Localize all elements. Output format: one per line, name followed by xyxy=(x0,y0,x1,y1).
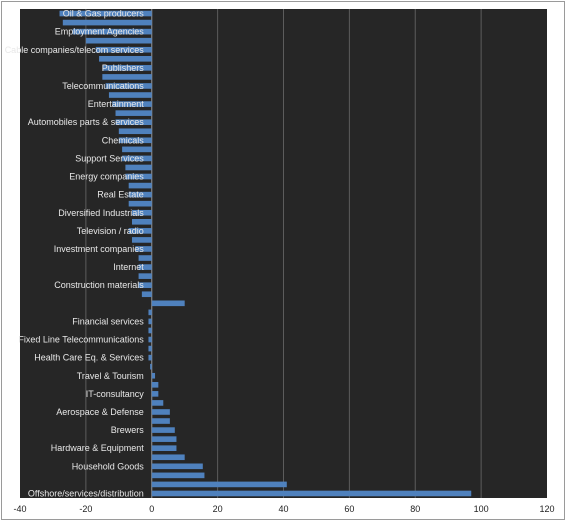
bar xyxy=(148,309,152,316)
category-label: Offshore/services/distribution xyxy=(28,488,144,498)
category-label: Financial services xyxy=(72,316,144,326)
category-label: Real Estate xyxy=(97,190,144,200)
bar xyxy=(151,300,185,307)
bar xyxy=(122,155,152,162)
category-label: Travel & Tourism xyxy=(77,371,144,381)
bar xyxy=(151,445,177,452)
gridlines xyxy=(85,9,482,498)
bar xyxy=(150,363,152,370)
bar xyxy=(128,191,152,198)
bar xyxy=(138,264,152,270)
bar xyxy=(138,282,152,289)
bar xyxy=(151,427,175,433)
x-tick-label: -20 xyxy=(79,504,92,514)
x-tick-label: -40 xyxy=(13,504,26,514)
bar xyxy=(131,209,152,216)
bar xyxy=(72,28,152,35)
category-label: Brewers xyxy=(111,425,145,435)
category-label: Television / radio xyxy=(77,226,144,236)
category-labels: Oil & Gas producers Employment Agencies Ca… xyxy=(5,9,145,499)
bar xyxy=(128,182,152,189)
category-label: Investment companies xyxy=(54,244,145,254)
category-label: Employment Agencies xyxy=(55,27,145,37)
category-label: Diversified Industrials xyxy=(58,208,144,218)
bar xyxy=(138,273,152,279)
x-tick-label: 20 xyxy=(213,504,223,514)
bar xyxy=(125,173,152,180)
bar xyxy=(151,381,159,388)
category-label: Construction materials xyxy=(54,280,144,290)
category-label: Household Goods xyxy=(72,461,145,471)
bar xyxy=(102,65,152,71)
bar xyxy=(131,218,152,225)
bar xyxy=(148,345,152,352)
category-label: Telecommunications xyxy=(62,81,144,91)
bar xyxy=(128,200,152,207)
category-label: IT-consultancy xyxy=(86,389,145,399)
bar xyxy=(151,481,287,488)
bar xyxy=(125,164,152,171)
bar xyxy=(148,336,152,343)
x-tick-label: 120 xyxy=(539,504,554,514)
category-label: Chemicals xyxy=(102,135,145,145)
x-tick-label: 100 xyxy=(474,504,489,514)
x-tick-label: 40 xyxy=(278,504,288,514)
bar xyxy=(148,327,152,334)
bar xyxy=(122,146,152,153)
bar xyxy=(59,10,152,17)
x-tick-label: 0 xyxy=(149,504,154,514)
bar xyxy=(108,92,152,98)
bar xyxy=(141,291,152,298)
category-label: Support Services xyxy=(75,153,144,163)
bar xyxy=(151,400,164,406)
category-label: Publishers xyxy=(102,63,145,73)
bar xyxy=(128,228,152,234)
bar xyxy=(148,354,152,361)
category-label: Hardware & Equipment xyxy=(51,443,145,453)
bar xyxy=(151,463,203,470)
bar xyxy=(151,418,170,424)
category-label: Entertainment xyxy=(88,99,145,109)
bar xyxy=(138,255,152,261)
bar xyxy=(131,237,152,243)
bar xyxy=(148,318,152,325)
category-label: Internet xyxy=(113,262,144,272)
bar xyxy=(115,110,152,116)
bar xyxy=(151,454,185,461)
bar xyxy=(105,83,152,89)
bar xyxy=(112,101,152,107)
bar xyxy=(151,391,159,397)
category-label: Automobiles parts & services xyxy=(28,117,145,127)
bar xyxy=(85,37,152,44)
category-label: Fixed Line Telecommunications xyxy=(18,335,144,345)
bar xyxy=(151,490,472,497)
bar xyxy=(102,74,152,80)
bar xyxy=(118,128,152,135)
bar xyxy=(118,137,152,144)
x-tick-label: 80 xyxy=(410,504,420,514)
x-tick-label: 60 xyxy=(344,504,354,514)
bar xyxy=(99,55,152,62)
bar xyxy=(151,372,156,379)
category-label: Aerospace & Defense xyxy=(56,407,144,417)
category-label: Energy companies xyxy=(69,172,144,182)
bar xyxy=(135,246,152,252)
category-label: Health Care Eq. & Services xyxy=(34,353,144,363)
bar xyxy=(151,436,177,442)
category-label: Cable companies/telecom services xyxy=(5,45,145,55)
bar xyxy=(115,119,152,126)
bar-series xyxy=(59,10,472,497)
bar xyxy=(95,46,152,53)
bar xyxy=(151,472,205,479)
x-axis-ticks: -40 -20 0 20 40 60 80 100 120 xyxy=(13,504,554,514)
bar xyxy=(151,409,170,415)
bar xyxy=(62,19,152,26)
category-label: Oil & Gas producers xyxy=(63,9,145,19)
